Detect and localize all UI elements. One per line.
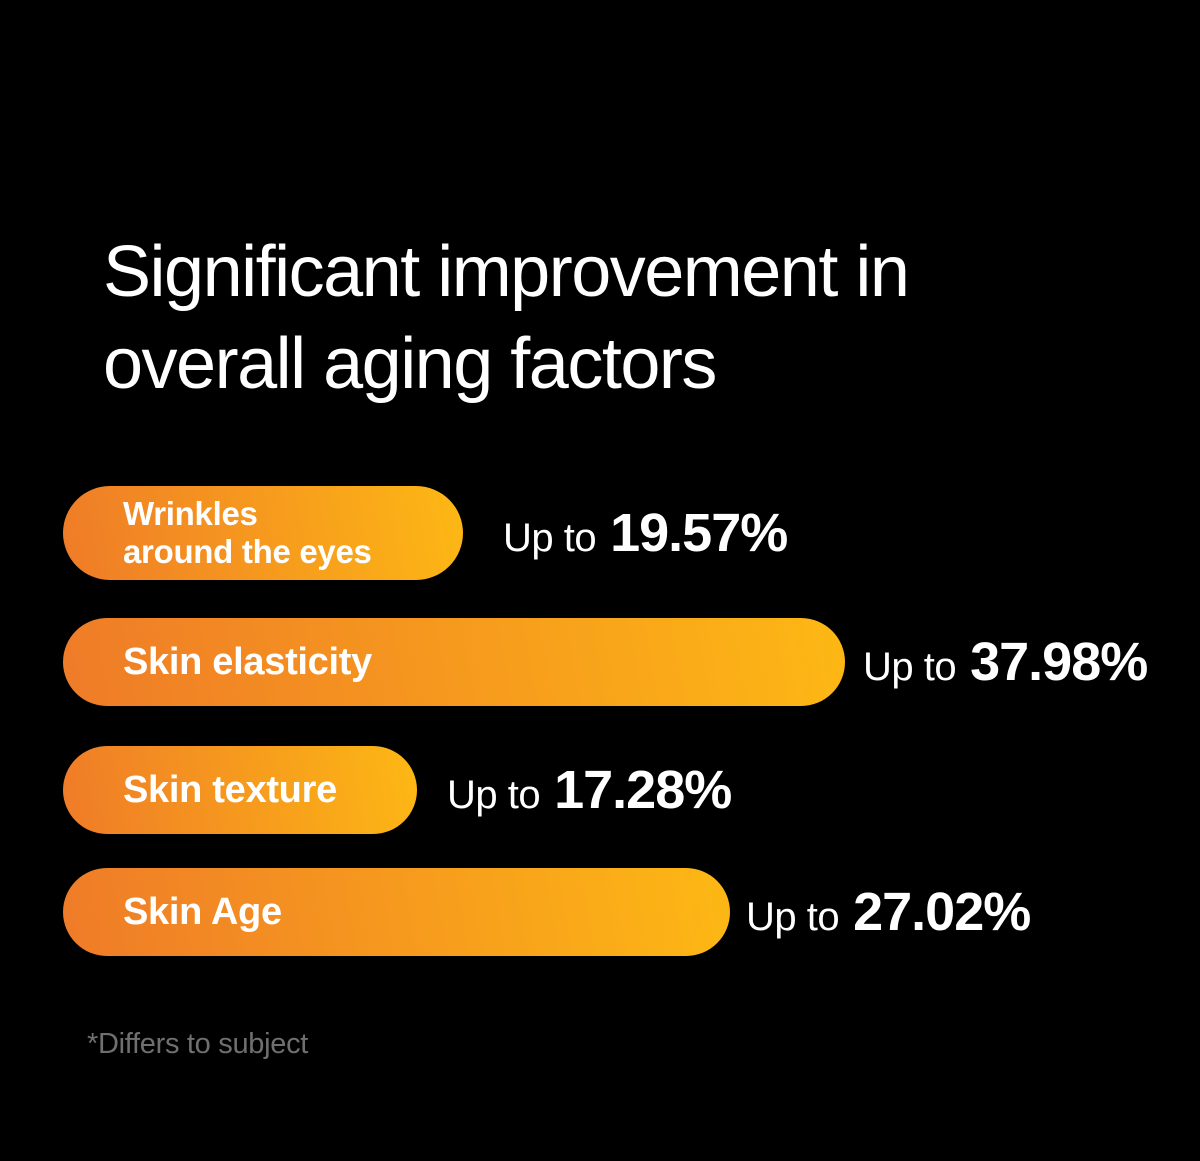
value-prefix: Up to xyxy=(746,895,840,939)
value-percent: 17.28% xyxy=(554,760,732,820)
page-title: Significant improvement in overall aging… xyxy=(103,232,910,405)
bar-row-texture: Skin texture Up to 17.28% xyxy=(63,746,732,834)
bar-value: Up to 17.28% xyxy=(447,759,732,821)
bar-value: Up to 37.98% xyxy=(863,631,1148,693)
value-percent: 19.57% xyxy=(610,503,788,563)
footnote: *Differs to subject xyxy=(87,1028,309,1060)
bar-wrinkles: Wrinkles around the eyes xyxy=(63,486,463,580)
bar-label: Skin texture xyxy=(123,768,337,811)
value-prefix: Up to xyxy=(863,645,957,689)
bar-value: Up to 27.02% xyxy=(746,881,1031,943)
bar-row-elasticity: Skin elasticity Up to 37.98% xyxy=(63,618,1148,706)
bar-row-skin-age: Skin Age Up to 27.02% xyxy=(63,868,1031,956)
bar-row-wrinkles: Wrinkles around the eyes Up to 19.57% xyxy=(63,486,788,580)
value-prefix: Up to xyxy=(447,773,541,817)
bar-value: Up to 19.57% xyxy=(503,502,788,564)
value-percent: 27.02% xyxy=(853,882,1031,942)
bar-label: Wrinkles around the eyes xyxy=(123,494,372,570)
value-prefix: Up to xyxy=(503,516,597,560)
bar-label: Skin elasticity xyxy=(123,640,372,683)
bar-skin-age: Skin Age xyxy=(63,868,730,956)
bar-elasticity: Skin elasticity xyxy=(63,618,845,706)
value-percent: 37.98% xyxy=(970,632,1148,692)
bar-label: Skin Age xyxy=(123,890,282,933)
bar-texture: Skin texture xyxy=(63,746,417,834)
